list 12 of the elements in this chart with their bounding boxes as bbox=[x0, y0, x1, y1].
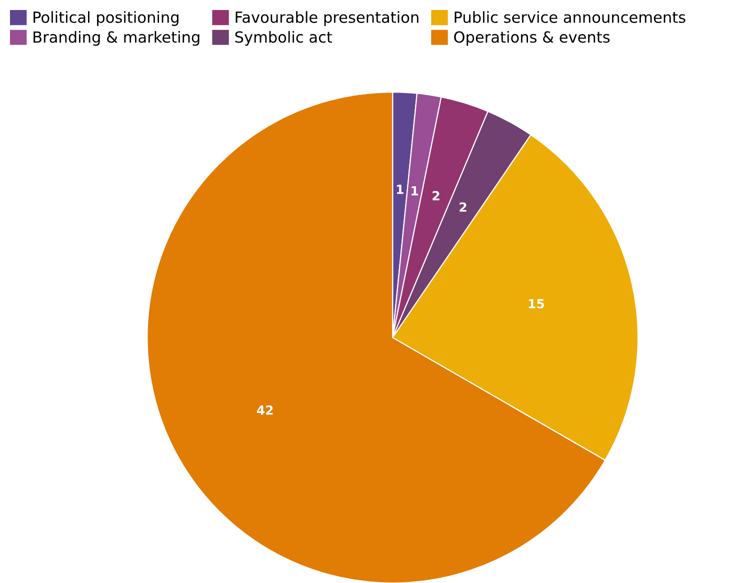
data-label: 2 bbox=[432, 191, 440, 200]
data-label: 42 bbox=[256, 405, 273, 415]
legend-label: Symbolic act bbox=[235, 30, 332, 46]
legend-label: Favourable presentation bbox=[236, 11, 418, 26]
legend-label: Operations & events bbox=[454, 30, 610, 46]
legend-label: Branding & marketing bbox=[34, 30, 200, 46]
legend-label: Political positioning bbox=[34, 11, 178, 26]
data-label: 1 bbox=[412, 186, 418, 196]
legend-label: Public service announcements bbox=[454, 11, 686, 23]
data-label: 2 bbox=[460, 202, 466, 212]
data-label: 1 bbox=[397, 184, 404, 194]
data-label: 15 bbox=[528, 299, 544, 308]
